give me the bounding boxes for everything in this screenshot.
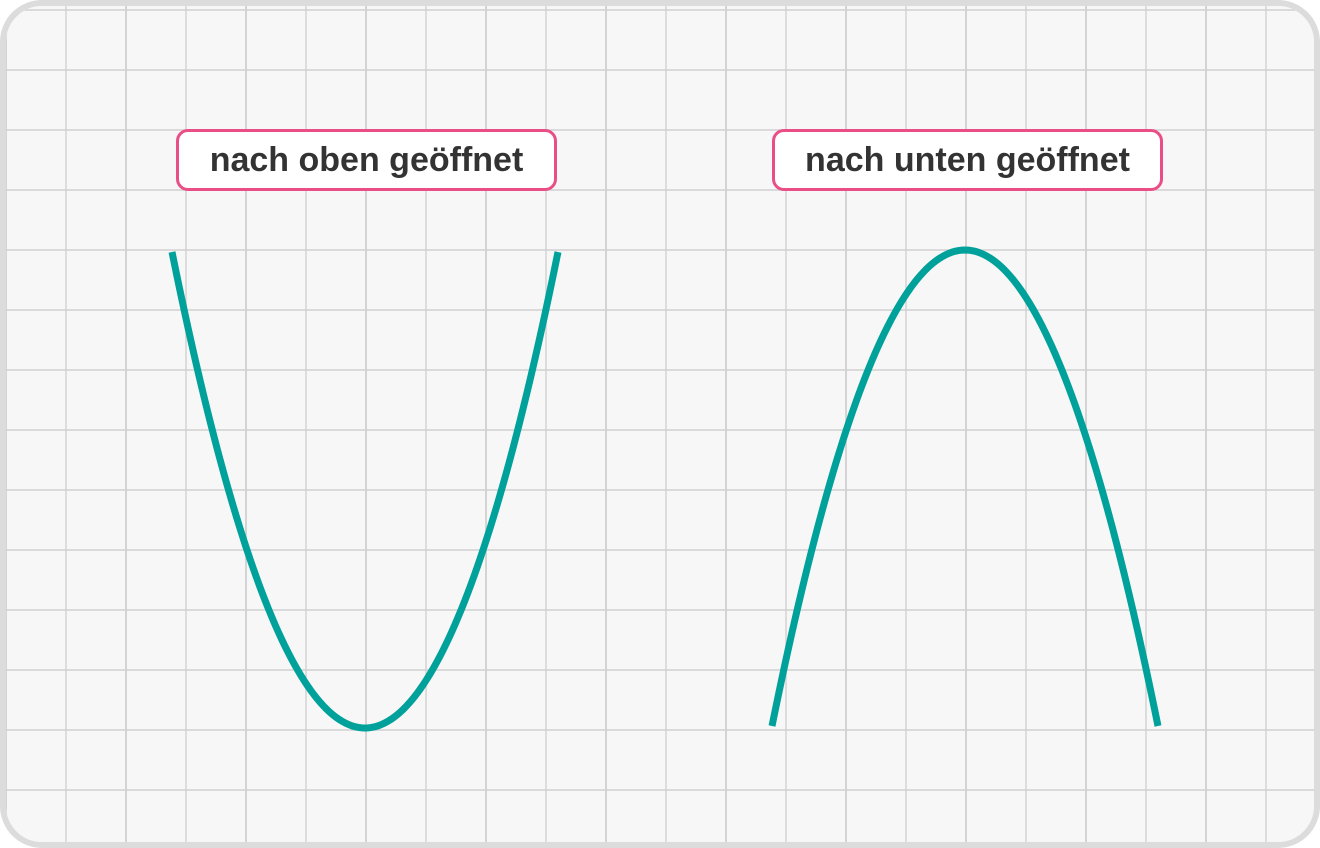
downward-parabola (768, 246, 1162, 727)
label-opens-downward: nach unten geöffnet (772, 129, 1163, 191)
label-opens-upward: nach oben geöffnet (176, 129, 557, 191)
upward-parabola (168, 251, 562, 732)
